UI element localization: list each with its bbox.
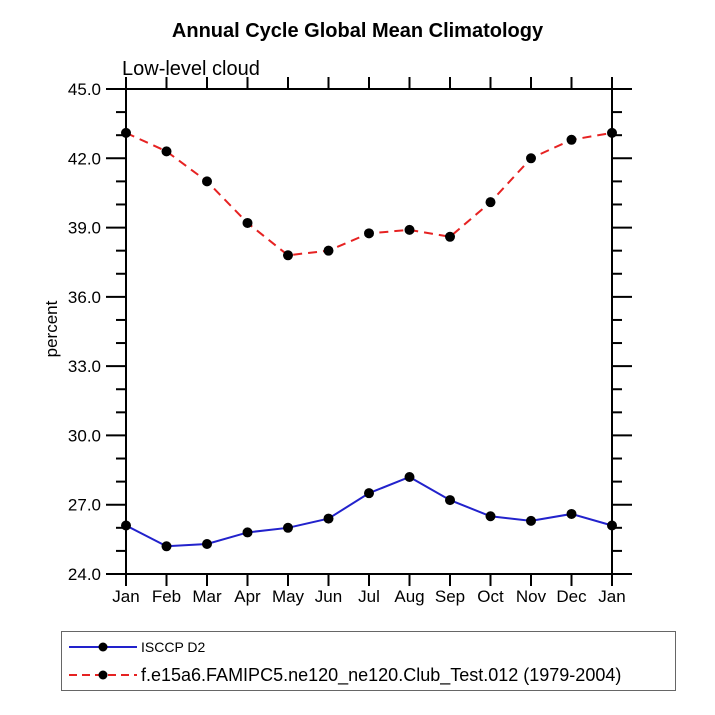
data-point-marker [202, 538, 212, 549]
data-point-marker [323, 245, 334, 256]
data-point-marker [607, 520, 617, 531]
x-tick-label: Dec [556, 587, 587, 606]
y-tick-label: 27.0 [68, 496, 101, 515]
data-point-marker [121, 520, 131, 531]
y-tick-label: 36.0 [68, 288, 101, 307]
x-tick-label: Aug [394, 587, 424, 606]
data-point-marker [526, 515, 536, 526]
data-point-marker [526, 153, 536, 164]
data-point-marker [566, 134, 577, 145]
legend-item-model: f.e15a6.FAMIPC5.ne120_ne120.Club_Test.01… [62, 661, 675, 689]
data-point-marker [161, 146, 172, 157]
x-tick-label: Jan [598, 587, 625, 606]
legend-line-dashed-icon [69, 670, 137, 680]
series-1-line [121, 127, 617, 261]
legend-label-obs: ISCCP D2 [141, 639, 206, 655]
plot-frame [125, 88, 613, 575]
legend: ISCCP D2 f.e15a6.FAMIPC5.ne120_ne120.Clu… [61, 631, 676, 691]
chart-title: Annual Cycle Global Mean Climatology [171, 20, 544, 42]
data-point-marker [202, 176, 212, 187]
data-point-marker [161, 541, 172, 552]
x-tick-label: Jan [112, 587, 139, 606]
data-point-marker [404, 224, 415, 235]
y-axis-ticks: 24.0 27.0 30.0 33.0 36.0 39.0 42.0 45.0 [68, 80, 632, 584]
x-tick-label: Jun [315, 587, 342, 606]
legend-item-obs: ISCCP D2 [62, 633, 675, 661]
data-point-marker [242, 217, 253, 228]
data-point-marker [364, 488, 374, 499]
legend-line-solid-icon [69, 642, 137, 652]
x-tick-label: Sep [435, 587, 465, 606]
x-tick-label: May [272, 587, 305, 606]
x-axis-ticks: Jan Feb Mar Apr May Jun Jul Aug Sep Oct Nov Dec Jan [112, 77, 626, 606]
x-tick-label: Mar [192, 587, 222, 606]
x-tick-label: Oct [477, 587, 504, 606]
data-point-marker [485, 197, 496, 208]
y-tick-label: 33.0 [68, 357, 101, 376]
data-point-marker [121, 127, 131, 138]
y-tick-label: 45.0 [68, 80, 101, 99]
x-tick-label: Apr [234, 587, 261, 606]
y-tick-label: 39.0 [68, 219, 101, 238]
data-point-marker [283, 522, 293, 533]
data-point-marker [364, 228, 374, 239]
x-tick-label: Jul [358, 587, 380, 606]
data-point-marker [445, 231, 455, 242]
data-point-marker [566, 508, 577, 519]
y-tick-label: 30.0 [68, 426, 101, 445]
chart-subtitle: Low-level cloud [122, 58, 260, 80]
data-point-marker [323, 513, 334, 524]
y-tick-label: 24.0 [68, 565, 101, 584]
data-point-marker [445, 495, 455, 506]
series-0-line [121, 472, 617, 552]
x-tick-label: Feb [152, 587, 181, 606]
data-point-marker [607, 127, 617, 138]
y-tick-label: 42.0 [68, 149, 101, 168]
data-point-marker [283, 250, 293, 261]
data-point-marker [242, 527, 253, 538]
x-tick-label: Nov [516, 587, 547, 606]
data-point-marker [485, 511, 496, 522]
legend-label-model: f.e15a6.FAMIPC5.ne120_ne120.Club_Test.01… [141, 664, 622, 685]
data-point-marker [404, 472, 415, 482]
